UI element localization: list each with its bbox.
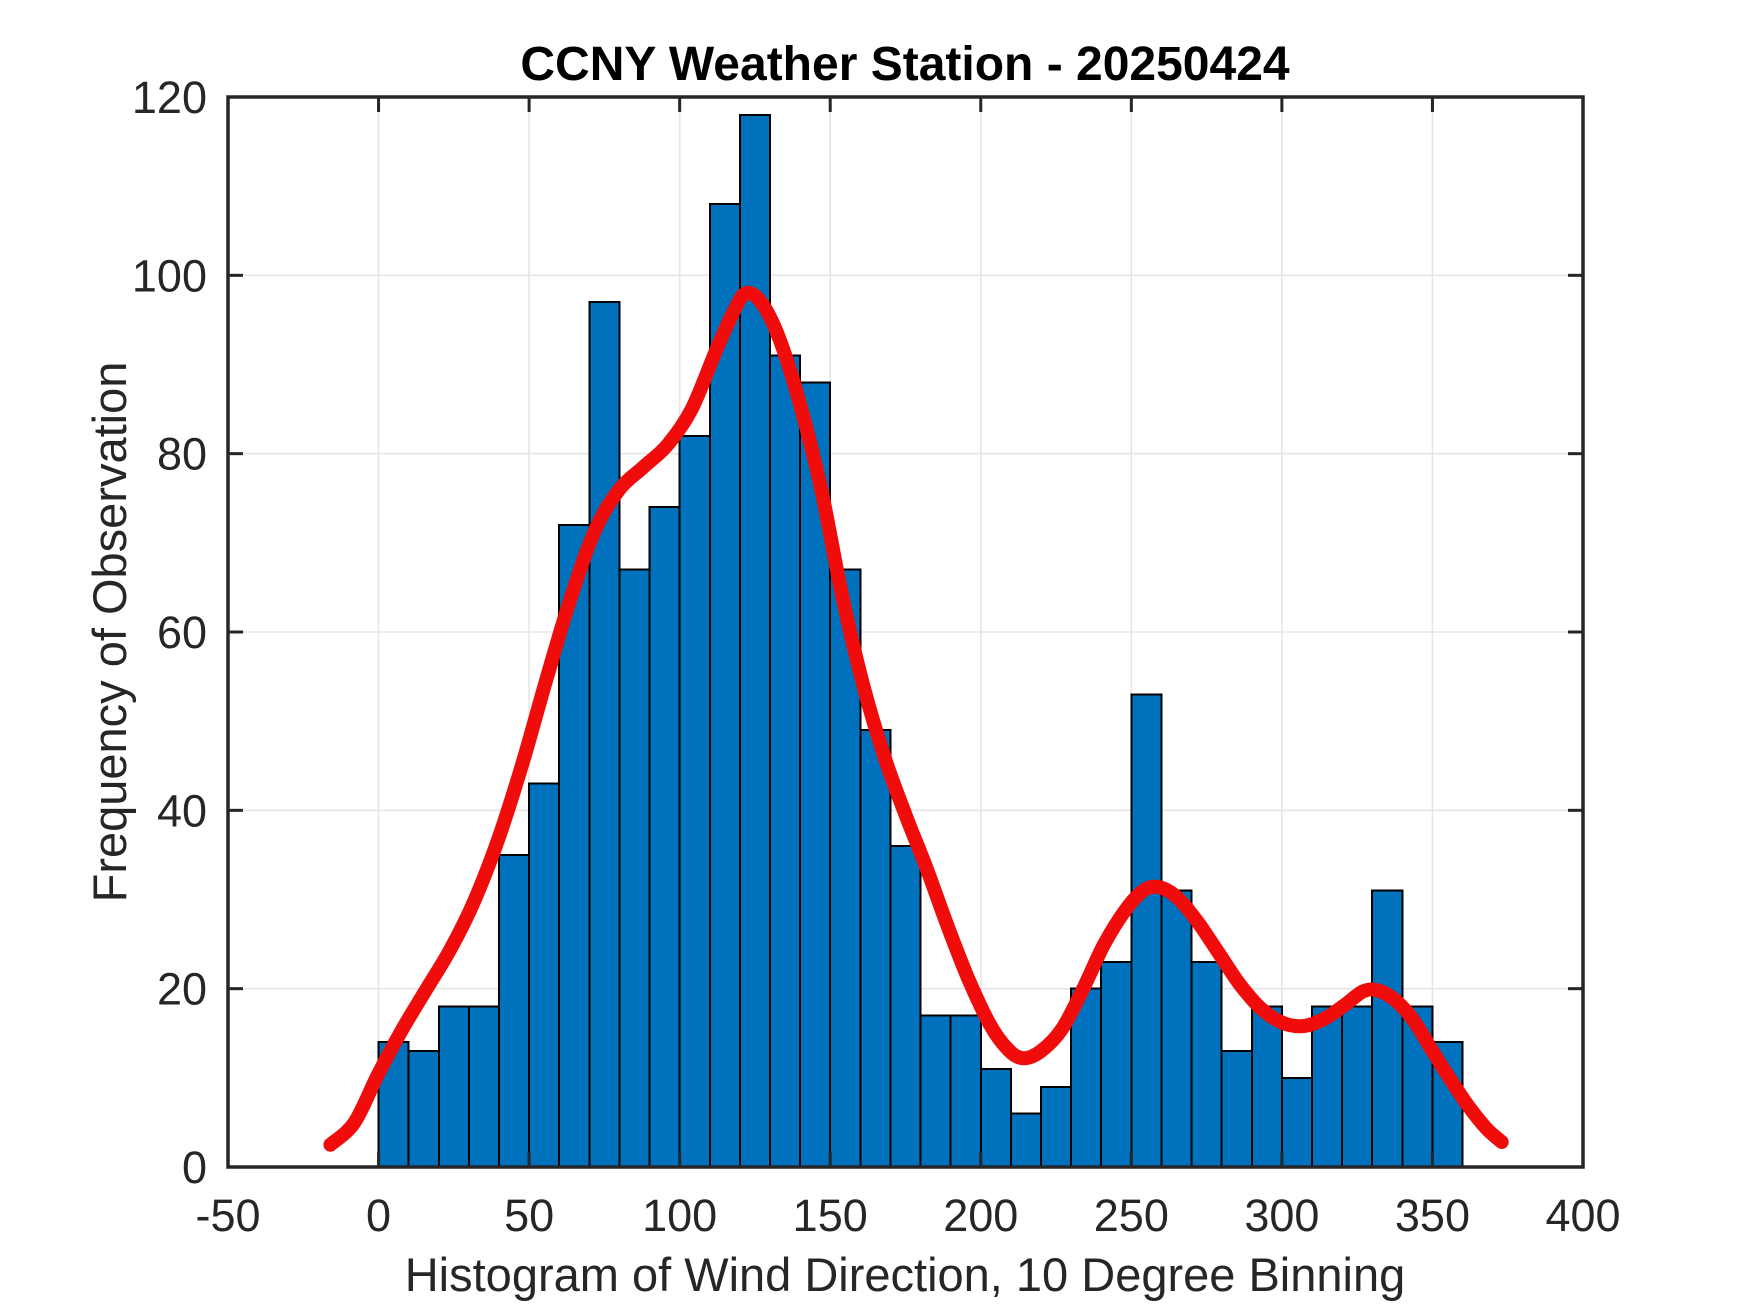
x-tick-label: -50 — [195, 1190, 260, 1241]
histogram-bar — [708, 203, 741, 1168]
histogram-bar — [738, 113, 772, 1168]
y-tick-label: 60 — [157, 607, 207, 658]
histogram-bar — [889, 845, 922, 1168]
fit-curve-layer — [323, 285, 1509, 1152]
y-tick-label: 0 — [182, 1142, 207, 1193]
fit-curve — [323, 285, 1509, 1152]
bars-layer — [377, 113, 1464, 1169]
x-tick-label: 50 — [504, 1190, 554, 1241]
histogram-bar — [1220, 1050, 1253, 1169]
x-tick-label: 300 — [1244, 1190, 1319, 1241]
histogram-bar — [1250, 1005, 1283, 1168]
y-tick-label: 80 — [157, 429, 207, 480]
histogram-bar — [1341, 1005, 1374, 1168]
histogram-bar — [407, 1050, 440, 1169]
chart-title: CCNY Weather Station - 20250424 — [520, 38, 1290, 91]
histogram-bar — [678, 434, 711, 1169]
histogram-bar — [919, 1014, 952, 1169]
y-tick-label: 100 — [132, 250, 207, 301]
histogram-bar — [949, 1014, 982, 1169]
histogram-bar — [859, 729, 892, 1168]
x-tick-label: 350 — [1395, 1190, 1470, 1241]
x-tick-label: 100 — [642, 1190, 717, 1241]
histogram-bar — [1311, 1005, 1344, 1168]
x-tick-label: 200 — [943, 1190, 1018, 1241]
x-tick-label: 400 — [1545, 1190, 1620, 1241]
x-axis-label: Histogram of Wind Direction, 10 Degree B… — [405, 1248, 1406, 1301]
y-tick-label: 40 — [157, 785, 207, 836]
x-tick-label: 250 — [1094, 1190, 1169, 1241]
y-axis-label: Frequency of Observation — [83, 362, 136, 903]
histogram-bar — [1280, 1076, 1314, 1169]
histogram-bar — [769, 354, 802, 1169]
histogram-bar — [498, 853, 531, 1169]
x-tick-label: 150 — [793, 1190, 868, 1241]
histogram-bar — [467, 1005, 500, 1168]
histogram-bar — [1130, 693, 1163, 1169]
histogram-bar — [648, 506, 681, 1168]
histogram-bar — [1160, 889, 1193, 1168]
y-tick-label: 20 — [157, 964, 207, 1015]
axes-layer — [226, 95, 1585, 1169]
histogram-bar — [979, 1067, 1012, 1168]
histogram-bar — [1371, 889, 1404, 1168]
histogram-bar — [437, 1005, 470, 1168]
y-tick-label: 120 — [132, 72, 207, 123]
histogram-bar — [618, 568, 651, 1168]
histogram-bar — [1009, 1112, 1043, 1168]
histogram-bar — [1040, 1085, 1073, 1168]
histogram-bar — [1190, 960, 1223, 1169]
histogram-bar — [588, 301, 621, 1169]
histogram-bar — [528, 782, 561, 1168]
x-tick-label: 0 — [366, 1190, 391, 1241]
tick-label-layer: -50 0 50 100 150 200 250 300 350 4000204060801001… — [132, 72, 1621, 1241]
histogram-bar — [1100, 960, 1133, 1169]
